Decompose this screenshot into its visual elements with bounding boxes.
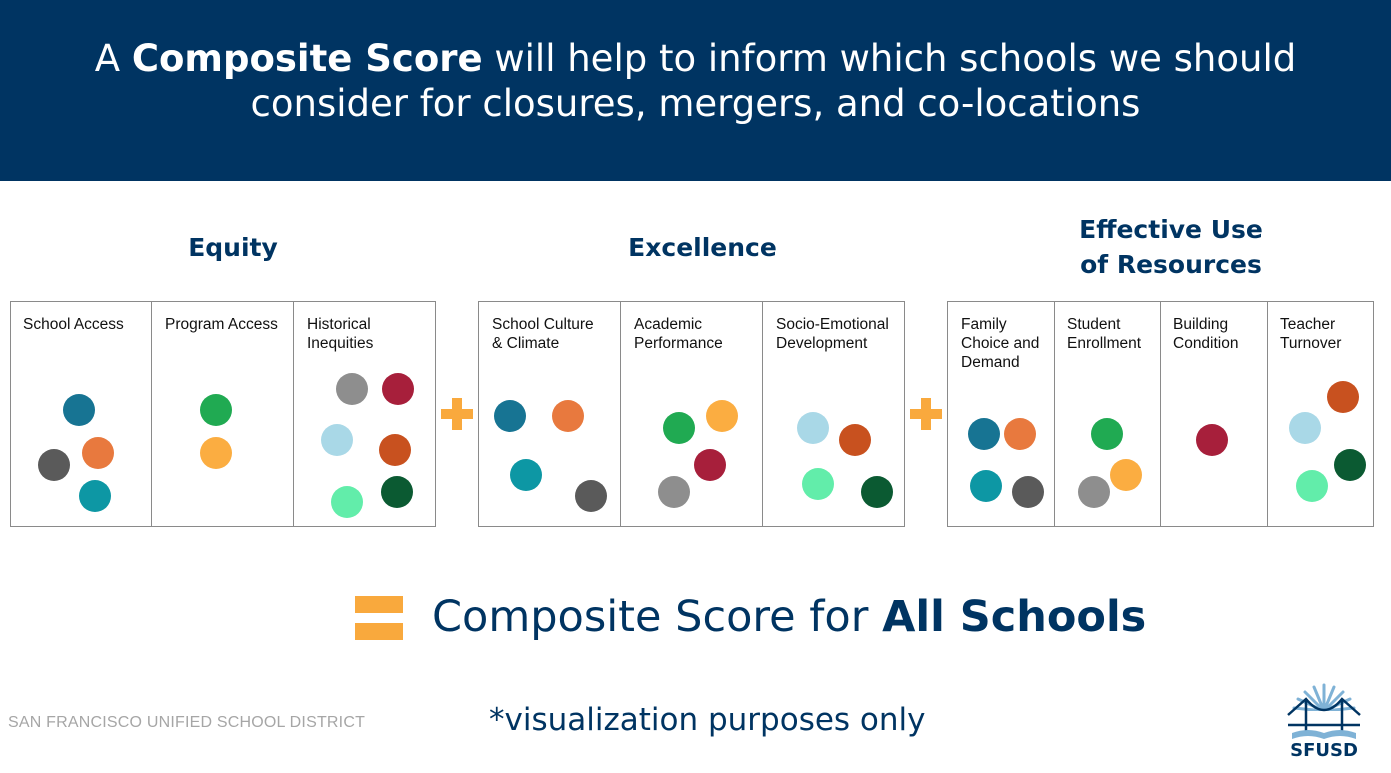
dot (1327, 381, 1359, 413)
divider (620, 302, 621, 526)
dot (38, 449, 70, 481)
divider (151, 302, 152, 526)
cell-label-student-enrollment: Student Enrollment (1067, 316, 1142, 352)
plus-icon (441, 398, 473, 430)
dot (1078, 476, 1110, 508)
dot (379, 434, 411, 466)
equity-title: Equity (188, 233, 278, 262)
dot (321, 424, 353, 456)
dot (1110, 459, 1142, 491)
cell-label-socio-emotional: Socio-Emotional Development (776, 316, 889, 352)
dot (336, 373, 368, 405)
dot (1296, 470, 1328, 502)
header-banner: A Composite Score will help to inform wh… (0, 0, 1391, 181)
dot (970, 470, 1002, 502)
dot (1012, 476, 1044, 508)
divider (1160, 302, 1161, 526)
dot (1091, 418, 1123, 450)
district-name: SAN FRANCISCO UNIFIED SCHOOL DISTRICT (8, 714, 366, 731)
cell-label-school-access: School Access (23, 316, 124, 333)
dot (510, 459, 542, 491)
composite-score-result: Composite Score for All Schools (432, 592, 1147, 642)
resources-title: Effective Use of Resources (947, 212, 1391, 282)
excellence-title: Excellence (628, 233, 777, 262)
dot (1004, 418, 1036, 450)
dot (839, 424, 871, 456)
resources-title-line-2: of Resources (1080, 250, 1262, 279)
cell-label-teacher-turnover: Teacher Turnover (1280, 316, 1342, 352)
dot (331, 486, 363, 518)
dot (382, 373, 414, 405)
cell-label-academic-performance: Academic Performance (634, 316, 723, 352)
dot (552, 400, 584, 432)
divider (1054, 302, 1055, 526)
visualization-note: *visualization purposes only (489, 702, 926, 738)
dot (381, 476, 413, 508)
dot (200, 437, 232, 469)
divider (293, 302, 294, 526)
dot (694, 449, 726, 481)
dot (968, 418, 1000, 450)
plus-icon (910, 398, 942, 430)
dot (797, 412, 829, 444)
cell-label-program-access: Program Access (165, 316, 278, 333)
excellence-box: School Culture & Climate Academic Perfor… (478, 301, 905, 527)
headline-line-2: consider for closures, mergers, and co-l… (250, 82, 1141, 125)
equals-icon (355, 596, 403, 640)
cell-label-building-condition: Building Condition (1173, 316, 1239, 352)
dot (861, 476, 893, 508)
dot (82, 437, 114, 469)
headline-line-1: A Composite Score will help to inform wh… (94, 37, 1297, 80)
dot (63, 394, 95, 426)
resources-title-line-1: Effective Use (1079, 215, 1263, 244)
dot (79, 480, 111, 512)
dot (658, 476, 690, 508)
resources-box: Family Choice and Demand Student Enrollm… (947, 301, 1374, 527)
dot (663, 412, 695, 444)
dot (802, 468, 834, 500)
divider (1267, 302, 1268, 526)
dot (575, 480, 607, 512)
sfusd-logo-icon (1287, 683, 1361, 739)
cell-label-historical-inequities: Historical Inequities (307, 316, 374, 352)
divider (762, 302, 763, 526)
dot (1289, 412, 1321, 444)
dot (200, 394, 232, 426)
dot (1334, 449, 1366, 481)
dot (1196, 424, 1228, 456)
equity-box: School Access Program Access Historical … (10, 301, 436, 527)
cell-label-family-choice: Family Choice and Demand (961, 316, 1040, 371)
cell-label-school-culture: School Culture & Climate (492, 316, 594, 352)
dot (706, 400, 738, 432)
sfusd-logo-text: SFUSD (1290, 740, 1358, 761)
dot (494, 400, 526, 432)
